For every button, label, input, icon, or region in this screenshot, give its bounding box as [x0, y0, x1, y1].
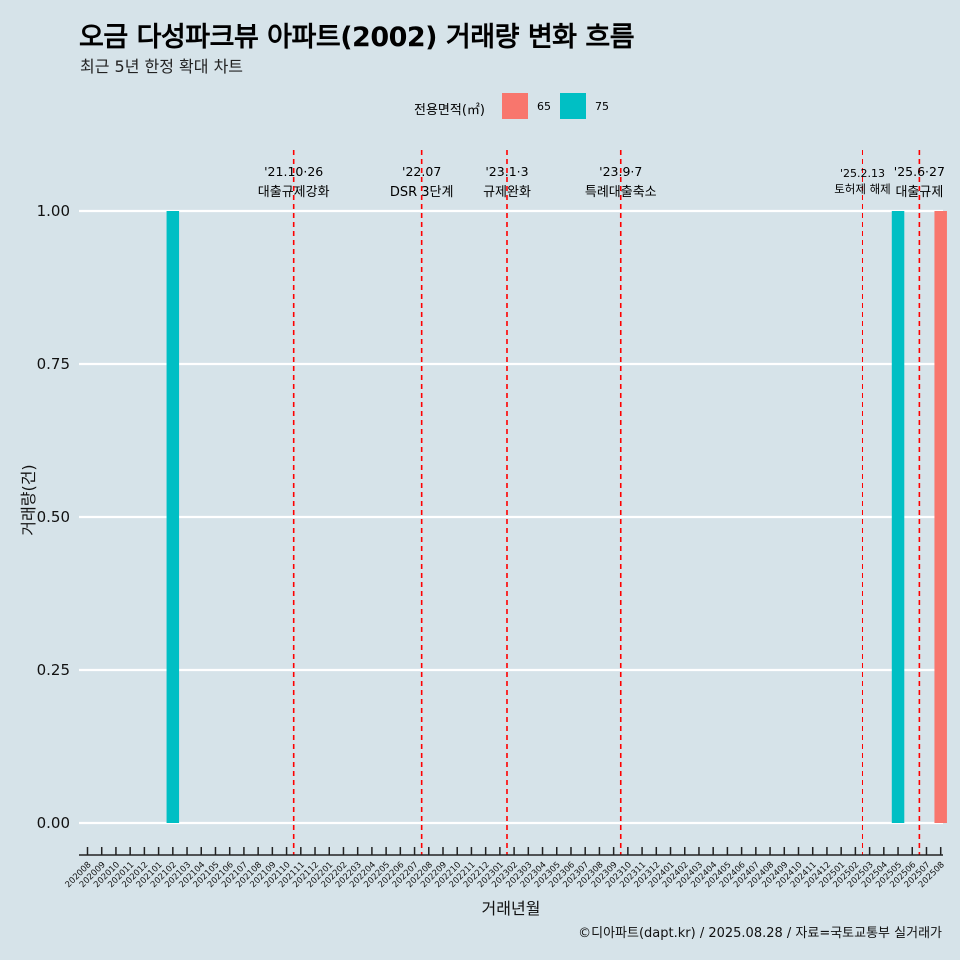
y-axis-title: 거래량(건) — [19, 464, 38, 535]
event-date: '23.1·3 — [485, 164, 528, 179]
event-label: 규제완화 — [483, 185, 531, 200]
event-date: '21.10·26 — [264, 164, 323, 179]
y-tick-label: 0.25 — [37, 661, 70, 679]
y-tick-label: 0.00 — [37, 814, 70, 832]
event-label: 특례대출축소 — [585, 185, 657, 200]
x-axis-title: 거래년월 — [482, 899, 541, 918]
source-caption: ©디아파트(dapt.kr) / 2025.08.28 / 자료=국토교통부 실… — [578, 926, 942, 941]
event-date: '25.2.13 — [840, 167, 885, 180]
event-label: 토허제 해제 — [834, 182, 891, 196]
legend-label-65: 65 — [537, 100, 551, 113]
chart-title: 오금 다성파크뷰 아파트(2002) 거래량 변화 흐름 — [79, 22, 635, 53]
bar-65-202508 — [934, 211, 947, 823]
event-label: 대출규제강화 — [258, 185, 330, 200]
event-label: DSR 3단계 — [390, 185, 454, 200]
y-tick-label: 1.00 — [37, 202, 70, 220]
event-date: '23.9·7 — [599, 164, 642, 179]
chart-subtitle: 최근 5년 한정 확대 차트 — [80, 57, 244, 76]
event-label: 대출규제 — [895, 185, 943, 200]
legend-key-75 — [560, 93, 586, 119]
bar-75-202102 — [166, 211, 180, 823]
event-date: '22.07 — [402, 164, 441, 179]
y-tick-label: 0.50 — [37, 508, 70, 526]
legend-label-75: 75 — [595, 100, 609, 113]
event-date: '25.6·27 — [894, 164, 945, 179]
legend: 전용면적(㎡) 65 75 — [0, 93, 960, 121]
legend-key-65 — [502, 93, 528, 119]
legend-title: 전용면적(㎡) — [414, 103, 485, 118]
y-tick-label: 0.75 — [37, 355, 70, 373]
bar-75-202505 — [891, 211, 905, 823]
